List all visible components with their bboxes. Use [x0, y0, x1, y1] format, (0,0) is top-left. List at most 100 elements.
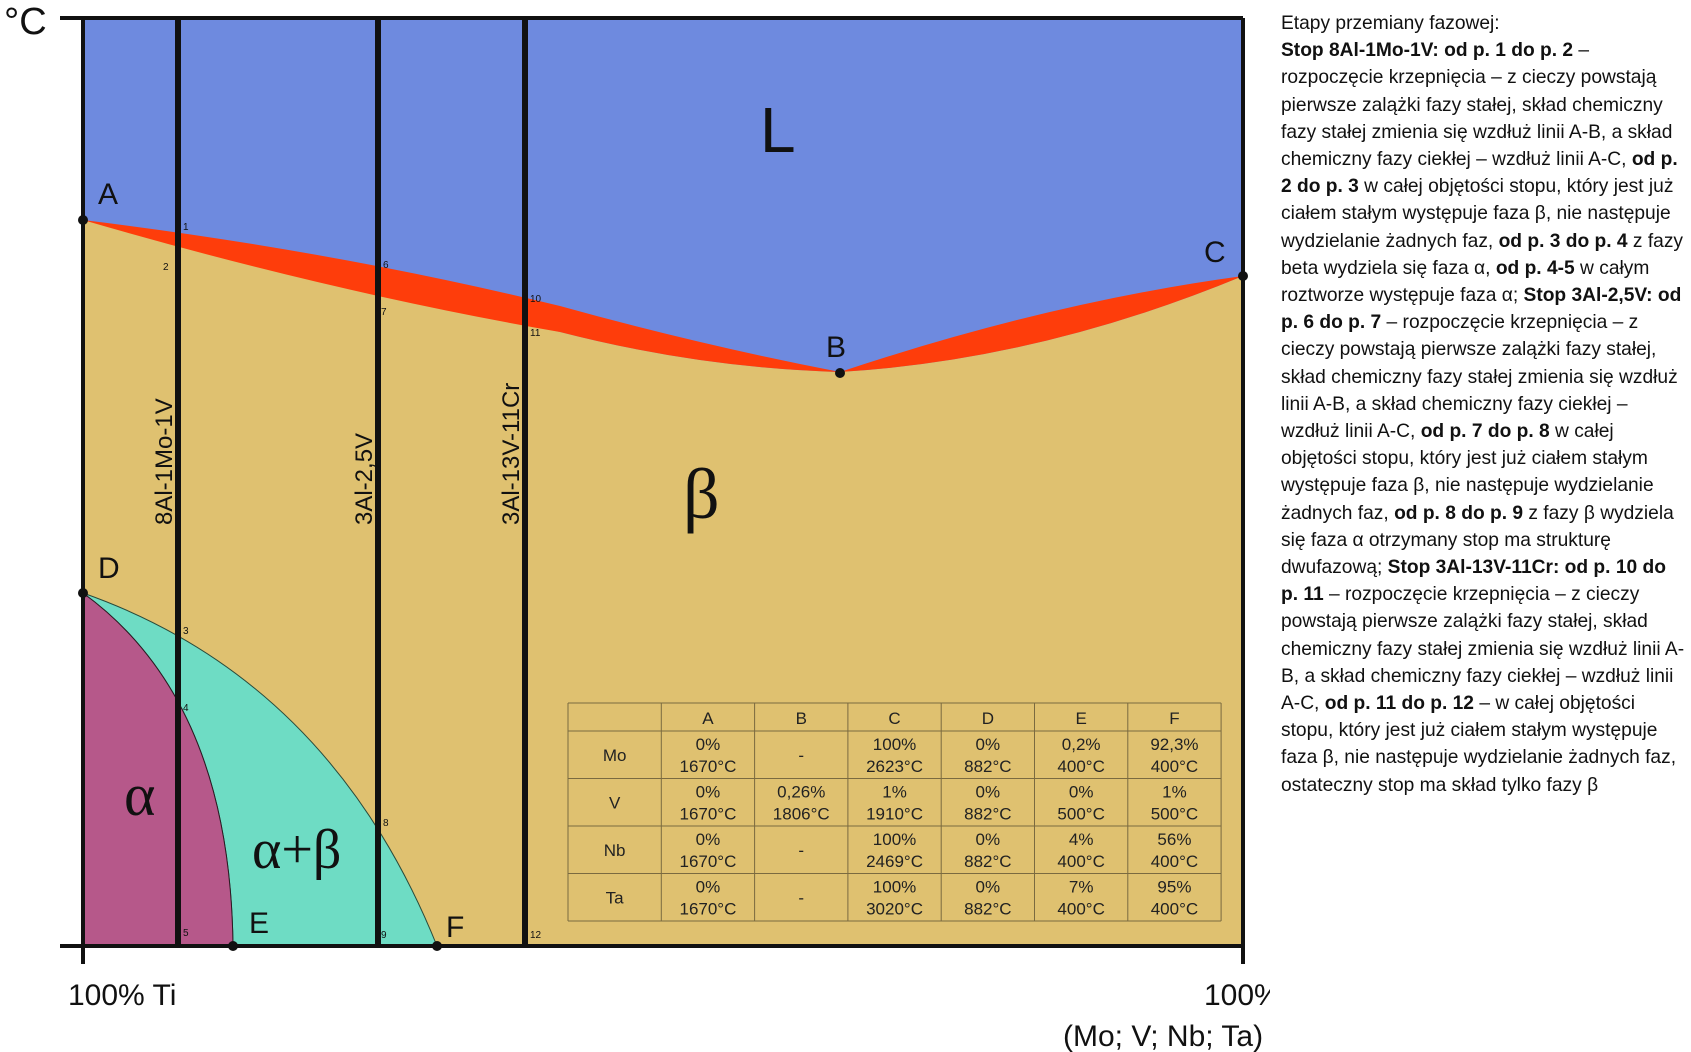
phase-label-alpha: α	[124, 762, 155, 828]
table-cell-value: -	[798, 746, 804, 765]
point-label-d: D	[98, 552, 120, 585]
phase-diagram: 8Al-1Mo-1V 3Al-2,5V 3Al-13V-11Cr A B C D…	[4, 1, 1270, 1052]
table-cell-temp: 1670°C	[679, 900, 736, 919]
description-segment: Etapy przemiany fazowej:	[1281, 13, 1500, 34]
description-segment: od p. 4-5	[1495, 257, 1575, 279]
table-cell-percent: 7%	[1069, 878, 1094, 897]
y-axis-unit: °C	[4, 1, 47, 43]
num-7: 7	[381, 307, 387, 318]
description-segment: w całej objętości stopu, który jest już …	[1281, 421, 1654, 524]
table-cell-percent: 100%	[873, 735, 916, 754]
table-header-f: F	[1169, 709, 1179, 728]
point-label-a: A	[98, 178, 118, 211]
description-segment: od p. 7 do p. 8	[1420, 421, 1550, 443]
x-axis-left-label: 100% Ti	[68, 979, 176, 1012]
point-label-b: B	[826, 331, 846, 364]
table-row-label: V	[609, 793, 621, 812]
num-5: 5	[183, 928, 189, 939]
num-3: 3	[183, 626, 189, 637]
description-segment: w całym roztworze występuje faza α;	[1281, 257, 1650, 307]
table-cell-temp: 400°C	[1057, 757, 1104, 776]
table-cell-percent: 0%	[696, 830, 721, 849]
table-header-d: D	[982, 709, 994, 728]
point-c	[1238, 271, 1248, 281]
description-segment: z fazy β wydziela się faza α otrzymany s…	[1281, 502, 1674, 579]
phase-label-beta: β	[683, 454, 720, 534]
table-cell-percent: 56%	[1157, 830, 1191, 849]
table-cell-value: -	[798, 841, 804, 860]
table-cell-temp: 1806°C	[773, 805, 830, 824]
table-cell-temp: 882°C	[964, 805, 1011, 824]
table-cell-temp: 1910°C	[866, 805, 923, 824]
table-cell-temp: 400°C	[1057, 852, 1104, 871]
table-cell-percent: 4%	[1069, 830, 1094, 849]
point-b	[835, 368, 845, 378]
table-row-label: Mo	[603, 746, 627, 765]
point-d	[78, 588, 88, 598]
num-1: 1	[183, 222, 189, 233]
table-cell-temp: 1670°C	[679, 805, 736, 824]
alloy-label-3al13v: 3Al-13V-11Cr	[498, 383, 525, 525]
table-cell-percent: 0%	[696, 783, 721, 802]
table-header-c: C	[888, 709, 900, 728]
point-e	[228, 941, 238, 951]
num-4: 4	[183, 703, 189, 714]
description-segment: od p. 2 do p. 3	[1281, 149, 1678, 198]
table-cell-percent: 92,3%	[1150, 735, 1198, 754]
table-cell-temp: 1670°C	[679, 852, 736, 871]
description-segment: od p. 8 do p. 9	[1394, 502, 1524, 524]
table-cell-temp: 882°C	[964, 900, 1011, 919]
num-12: 12	[530, 930, 542, 941]
table-cell-percent: 0,26%	[777, 783, 825, 802]
description-segment: Stop 8Al-1Mo-1V: od p. 1 do p. 2	[1281, 40, 1574, 62]
description-segment: od p. 3 do p. 4	[1498, 230, 1628, 252]
description-segment: Stop 3Al-13V-11Cr: od p. 10 do p. 11	[1281, 557, 1666, 606]
solidification-band-right	[840, 276, 1243, 372]
table-cell-percent: 0%	[696, 735, 721, 754]
table-cell-temp: 500°C	[1057, 805, 1104, 824]
num-10: 10	[530, 294, 542, 305]
table-cell-percent: 1%	[1162, 783, 1187, 802]
table-cell-percent: 100%	[873, 830, 916, 849]
num-8: 8	[383, 818, 389, 829]
table-cell-percent: 95%	[1157, 878, 1191, 897]
table-cell-percent: 0%	[976, 783, 1001, 802]
num-6: 6	[383, 260, 389, 271]
num-2: 2	[163, 262, 169, 273]
phase-label-alpha-beta: α+β	[252, 819, 341, 881]
table-cell-temp: 400°C	[1151, 757, 1198, 776]
num-11: 11	[530, 328, 541, 339]
point-f	[432, 941, 442, 951]
table-cell-temp: 400°C	[1151, 900, 1198, 919]
table-row-label: Nb	[604, 841, 626, 860]
description-segment: – rozpoczęcie krzepnięcia – z cieczy pow…	[1281, 584, 1685, 715]
table-cell-percent: 0%	[1069, 783, 1094, 802]
num-9: 9	[381, 930, 387, 941]
composition-table: A B C D E F Mo 0% 1670°C - 100% 2623°C 0% 882°C 0,2% 40…	[567, 702, 1222, 922]
description-segment: z fazy beta wydziela się faza α,	[1281, 230, 1684, 279]
table-cell-temp: 882°C	[964, 757, 1011, 776]
point-label-e: E	[249, 907, 269, 940]
description-segment: – rozpoczęcie krzepnięcia – z cieczy pow…	[1281, 312, 1678, 443]
phase-transformation-description: Etapy przemiany fazowej: Stop 8Al-1Mo-1V:…	[1281, 10, 1686, 799]
description-segment: – rozpoczęcie krzepnięcia – z cieczy pow…	[1281, 40, 1673, 171]
point-label-c: C	[1204, 236, 1226, 269]
description-segment: w całej objętości stopu, który jest już …	[1281, 176, 1674, 252]
table-cell-temp: 882°C	[964, 852, 1011, 871]
description-segment: – w całej objętości stopu, który jest ju…	[1281, 693, 1677, 796]
table-cell-percent: 0%	[976, 735, 1001, 754]
description-segment: Stop 3Al-2,5V: od p. 6 do p. 7	[1281, 285, 1682, 334]
alloy-label-3al25v: 3Al-2,5V	[351, 433, 378, 525]
table-cell-percent: 0%	[976, 830, 1001, 849]
table-cell-percent: 0,2%	[1062, 735, 1101, 754]
table-cell-percent: 1%	[882, 783, 907, 802]
table-cell-temp: 3020°C	[866, 900, 923, 919]
table-cell-percent: 0%	[976, 878, 1001, 897]
alpha-region	[82, 592, 234, 947]
table-cell-value: -	[798, 888, 804, 907]
solidification-band	[83, 220, 840, 372]
table-cell-temp: 2469°C	[866, 852, 923, 871]
table-cell-temp: 2623°C	[866, 757, 923, 776]
table-row-label: Ta	[606, 888, 625, 907]
table-header-b: B	[796, 709, 807, 728]
